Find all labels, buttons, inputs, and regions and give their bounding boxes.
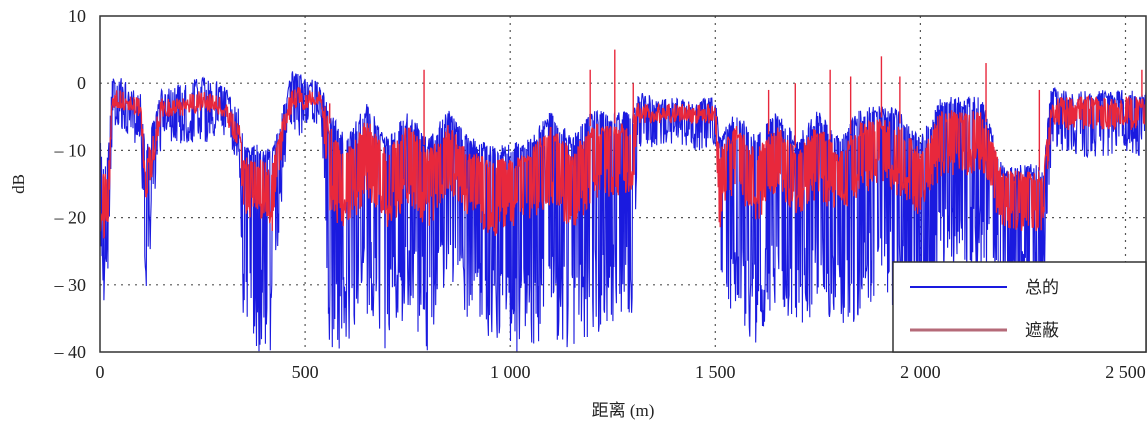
x-axis-label: 距离 (m) [592, 401, 655, 420]
series-line-1 [100, 86, 1146, 239]
x-tick-label-1: 500 [292, 362, 319, 382]
legend: 总的 遮蔽 [892, 261, 1147, 353]
x-tick-label-4: 2 000 [900, 362, 941, 382]
y-tick-label-5: – 40 [54, 342, 87, 362]
plot-frame [99, 15, 1147, 353]
y-tick-label-3: – 20 [54, 208, 87, 228]
x-tick-label-5: 2 500 [1105, 362, 1146, 382]
y-tick-label-4: – 30 [54, 275, 87, 295]
y-tick-label-2: – 10 [54, 140, 87, 160]
y-tick-label-0: 10 [68, 6, 86, 26]
y-tick-label-1: 0 [77, 73, 86, 93]
y-tick-labels: 10 0 – 10 – 20 – 30 – 40 [54, 6, 87, 362]
legend-box [892, 261, 1147, 353]
legend-label-total: 总的 [1025, 278, 1059, 298]
x-tick-label-3: 1 500 [695, 362, 736, 382]
x-tick-labels: 0 500 1 000 1 500 2 000 2 500 [96, 362, 1146, 382]
y-axis-label: dB [9, 174, 28, 194]
x-tick-label-2: 1 000 [490, 362, 531, 382]
x-tick-label-0: 0 [96, 362, 105, 382]
legend-label-shadowing: 遮蔽 [1025, 321, 1059, 341]
